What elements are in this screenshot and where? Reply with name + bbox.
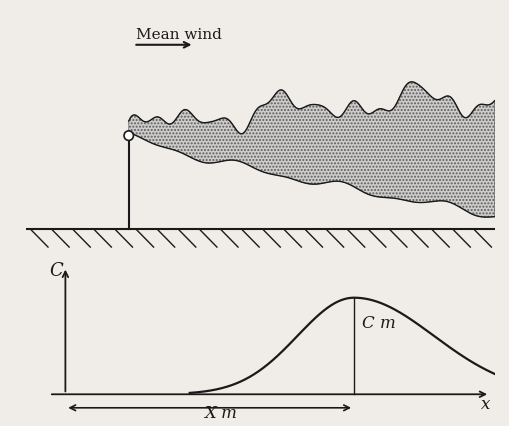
Text: C: C: [49, 261, 63, 279]
Text: X m: X m: [204, 404, 236, 421]
Text: x: x: [479, 395, 489, 412]
Text: Mean wind: Mean wind: [135, 28, 221, 41]
Polygon shape: [128, 83, 494, 218]
Circle shape: [124, 132, 133, 141]
Text: C m: C m: [362, 314, 395, 331]
